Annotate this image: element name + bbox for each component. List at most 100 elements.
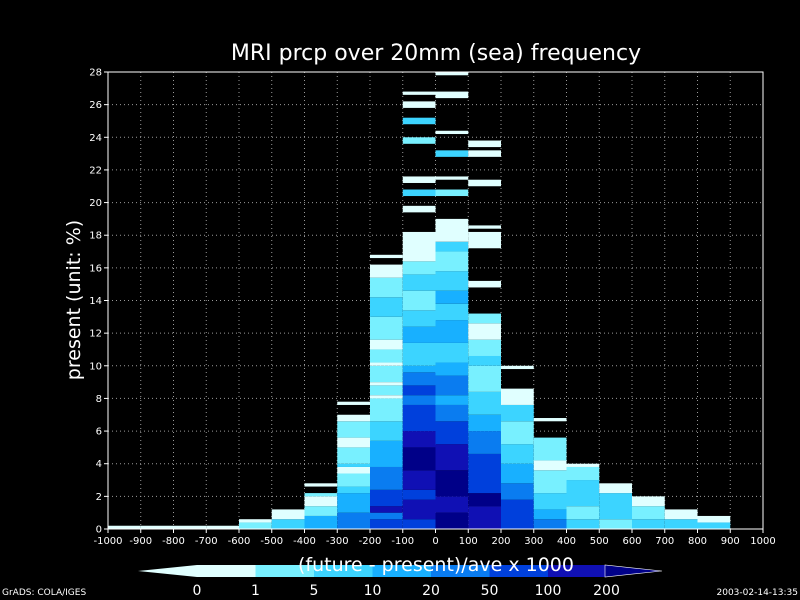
heatmap-cell	[402, 404, 436, 432]
x-tick-label: -600	[228, 536, 251, 547]
y-tick-label: 10	[89, 361, 102, 372]
legend-swatch	[431, 565, 490, 577]
x-tick-label: 200	[491, 536, 510, 547]
heatmap-cell	[402, 261, 436, 275]
heatmap-cell	[402, 290, 436, 311]
heatmap-cell	[337, 486, 370, 494]
x-tick-label: -200	[359, 536, 382, 547]
y-tick-label: 12	[89, 329, 102, 340]
heatmap-cell	[468, 231, 501, 249]
y-axis-label: present (unit: %)	[63, 220, 85, 380]
heatmap-cell	[140, 525, 174, 529]
x-tick-label: 700	[655, 536, 674, 547]
heatmap-cell	[435, 251, 469, 272]
x-tick-label: 400	[557, 536, 576, 547]
heatmap-cell	[435, 512, 469, 529]
heatmap-cell	[370, 512, 403, 520]
heatmap-cell	[533, 519, 567, 529]
heatmap-cell	[468, 140, 501, 148]
heatmap-cell	[435, 395, 469, 405]
heatmap-cell	[402, 489, 436, 500]
heatmap-cell	[533, 437, 567, 461]
heatmap-cell	[402, 519, 436, 529]
heatmap-cell	[468, 506, 501, 529]
heatmap-cell	[402, 231, 436, 262]
x-tick-label: 900	[721, 536, 740, 547]
heatmap-cell	[435, 320, 469, 343]
heatmap-cell	[435, 91, 469, 99]
heatmap-cell	[402, 342, 436, 366]
x-tick-label: 800	[688, 536, 707, 547]
x-ticks: -1000 -900 -800 -700 -600 -500 -400 -300 -200 -10…	[93, 529, 776, 547]
heatmap-cell	[664, 519, 698, 529]
y-tick-label: 28	[89, 68, 102, 79]
heatmap-cell	[370, 519, 403, 529]
heatmap-cell	[370, 362, 403, 366]
legend-swatch	[548, 565, 607, 577]
heatmap-cell	[304, 515, 338, 529]
heatmap-cell	[566, 506, 600, 520]
x-tick-label: 300	[524, 536, 543, 547]
heatmap-cell	[402, 274, 436, 291]
heatmap-cell	[435, 218, 469, 242]
y-tick-label: 6	[96, 427, 102, 438]
heatmap-cell	[402, 499, 436, 520]
heatmap-cell	[402, 372, 436, 386]
heatmap-cell	[370, 349, 403, 363]
heatmap-cell	[501, 388, 534, 405]
x-tick-label: 600	[622, 536, 641, 547]
y-tick-label: 20	[89, 198, 102, 209]
legend-swatch	[255, 565, 314, 577]
heatmap-cell	[337, 401, 370, 405]
x-tick-label: -400	[293, 536, 316, 547]
heatmap-cell	[533, 493, 567, 510]
legend-label: 50	[481, 583, 499, 599]
legend-swatch	[197, 565, 256, 577]
legend-swatch	[489, 565, 548, 577]
heatmap-cell	[468, 431, 501, 454]
x-tick-label: -300	[326, 536, 349, 547]
heatmap-cell	[370, 254, 403, 259]
heatmap-cell	[370, 339, 403, 350]
heatmap-cell	[533, 460, 567, 471]
heatmap-cell	[566, 480, 600, 507]
heatmap-cell	[566, 466, 600, 481]
heatmap-cell	[370, 365, 403, 383]
legend-label: 5	[310, 583, 319, 599]
heatmap-cell	[239, 519, 272, 523]
heatmap-cell	[173, 525, 207, 529]
heatmap-cell	[468, 493, 501, 507]
legend-swatch	[314, 565, 373, 577]
heatmap-cell	[239, 522, 272, 529]
heatmap-cell	[468, 391, 501, 415]
heatmap-cell	[468, 339, 501, 356]
heatmap-cell	[370, 297, 403, 317]
heatmap-cell	[402, 431, 436, 448]
heatmap-cell	[435, 496, 469, 513]
heatmap-cell	[533, 418, 567, 422]
heatmap-cell	[599, 493, 632, 520]
heatmap-cell	[402, 470, 436, 490]
legend-label: 10	[364, 583, 382, 599]
y-tick-label: 4	[96, 459, 102, 470]
heatmap-cell	[370, 382, 403, 386]
x-tick-label: 0	[432, 536, 438, 547]
heatmap-cell	[304, 483, 338, 487]
heatmap-cell	[370, 316, 403, 340]
heatmap-cell	[370, 506, 403, 513]
heatmap-cell	[402, 385, 436, 396]
heatmap-cell	[501, 499, 534, 529]
heatmap-cell	[402, 447, 436, 471]
heatmap-cell	[370, 440, 403, 467]
heatmap-cell	[402, 395, 436, 405]
heatmap-cell	[337, 421, 370, 438]
heatmap-cell	[501, 421, 534, 445]
heatmap-cell	[337, 414, 370, 422]
x-tick-label: 100	[459, 536, 478, 547]
heatmap-cell	[501, 404, 534, 422]
legend-swatch	[372, 565, 431, 577]
heatmap-cell	[435, 421, 469, 445]
heatmap-cell	[304, 506, 338, 516]
heatmap-cell	[402, 205, 436, 213]
